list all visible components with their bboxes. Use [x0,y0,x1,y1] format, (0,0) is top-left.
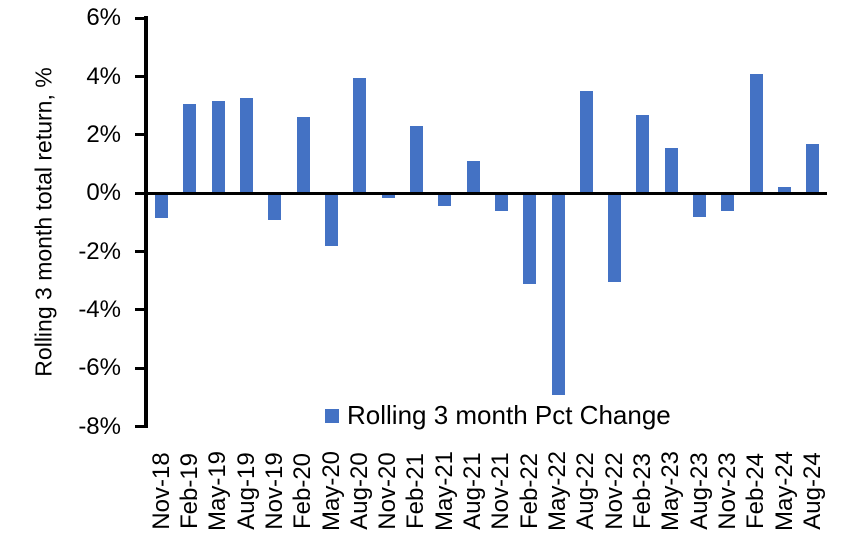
bar [551,193,565,395]
x-tick-label: Feb-23 [628,452,656,530]
x-tick-label: Feb-20 [289,452,317,530]
x-tick-label: May-23 [657,450,685,532]
bar [579,91,593,194]
y-tick-mark [135,250,144,254]
bar [466,161,480,194]
x-tick-label: May-21 [430,450,458,532]
x-tick-label: Feb-19 [175,452,203,530]
x-tick-label: Feb-21 [402,452,430,530]
x-tick-label: Aug-19 [232,452,260,530]
bar [749,73,763,194]
x-tick-label: Aug-21 [459,452,487,530]
x-tick-label: May-20 [317,450,345,532]
x-tick-label: May-19 [204,450,232,532]
x-tick-label: Nov-23 [713,452,741,530]
legend: Rolling 3 month Pct Change [325,400,671,431]
bar [806,143,820,194]
y-tick-label: -2% [78,237,121,265]
y-axis-line [144,16,148,428]
y-tick-label: -8% [78,412,121,440]
x-tick-label: Nov-22 [600,452,628,530]
x-tick-label: May-24 [770,450,798,532]
y-tick-mark [135,16,144,20]
x-tick-label: May-22 [544,450,572,532]
bar [183,104,197,194]
x-tick-label: Aug-23 [685,452,713,530]
x-tick-label: Aug-22 [572,452,600,530]
bar [211,101,225,194]
y-tick-label: -6% [78,354,121,382]
x-tick-label: Nov-20 [374,452,402,530]
y-tick-label: -4% [78,295,121,323]
x-tick-label: Nov-21 [487,452,515,530]
bar [778,187,792,194]
x-tick-label: Aug-20 [345,452,373,530]
bar [721,193,735,211]
bar [494,193,508,211]
x-tick-label: Nov-18 [147,452,175,530]
y-tick-mark [135,133,144,137]
bar [523,193,537,284]
y-tick-label: 6% [86,4,121,32]
y-tick-label: 2% [86,120,121,148]
bar [325,193,339,246]
bar [381,193,395,198]
y-axis-title: Rolling 3 month total return, % [30,67,57,377]
bar [608,193,622,283]
bar [409,126,423,194]
y-tick-mark [135,366,144,370]
bar [693,193,707,217]
legend-marker-icon [325,408,339,423]
y-tick-mark [135,75,144,79]
x-tick-label: Nov-19 [260,452,288,530]
y-tick-mark [135,308,144,312]
bar [296,117,310,194]
legend-label: Rolling 3 month Pct Change [347,400,671,430]
y-tick-mark [135,191,144,195]
bar [155,193,169,219]
zero-axis-line [144,191,827,195]
bar [636,114,650,194]
y-tick-label: 0% [86,179,121,207]
bar [438,193,452,207]
x-tick-label: Feb-22 [515,452,543,530]
bar [353,78,367,194]
bar [268,193,282,220]
y-tick-label: 4% [86,62,121,90]
bar [664,148,678,194]
x-tick-label: Aug-24 [798,452,826,530]
x-tick-label: Feb-24 [742,452,770,530]
bar [240,98,254,194]
y-tick-mark [135,425,144,429]
